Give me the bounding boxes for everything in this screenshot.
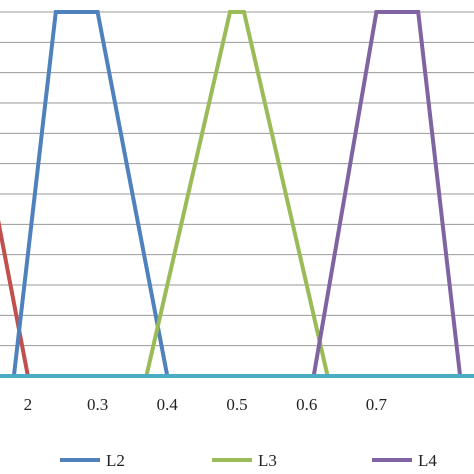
series-line-l3: [144, 10, 330, 377]
x-axis: 2 0.3 0.4 0.5 0.6 0.7: [24, 395, 388, 414]
series-line-series-1: [0, 219, 30, 377]
gridlines: [0, 11, 474, 377]
legend-item-l2: L2: [60, 451, 125, 470]
x-tick-label: 0.6: [296, 395, 317, 414]
x-tick-label: 0.4: [157, 395, 179, 414]
x-tick-label: 0.7: [366, 395, 388, 414]
x-tick-label: 0.5: [226, 395, 247, 414]
series-lines: [0, 10, 474, 378]
legend-label: L2: [106, 451, 125, 470]
x-tick-label: 0.3: [87, 395, 108, 414]
legend: L2 L3 L4: [60, 451, 437, 470]
legend-label: L4: [418, 451, 437, 470]
legend-label: L3: [258, 451, 277, 470]
x-tick-label: 2: [24, 395, 33, 414]
legend-item-l3: L3: [212, 451, 277, 470]
series-line-l2: [0, 10, 170, 378]
series-line-l4: [311, 10, 474, 378]
legend-item-l4: L4: [372, 451, 437, 470]
